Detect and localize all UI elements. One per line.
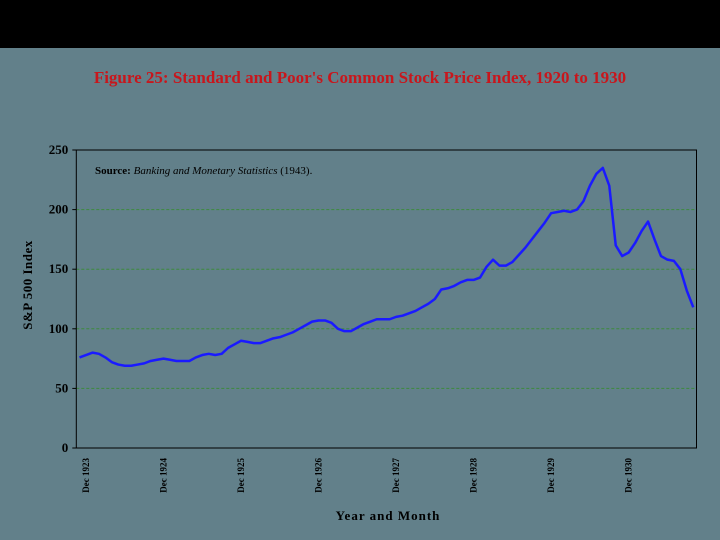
chart-title: Figure 25: Standard and Poor's Common St… [93,68,627,87]
x-tick-label: Dec 1925 [236,458,246,493]
x-tick-label: Dec 1923 [81,458,91,493]
price-line [79,166,695,367]
y-tick-label: 0 [62,440,69,455]
x-tick-label: Dec 1930 [624,458,634,493]
x-tick-label: Dec 1929 [546,458,556,493]
annotation-source: Banking and Monetary Statistics [134,165,278,177]
x-tick-label: Dec 1927 [391,458,401,493]
x-tick-label: Dec 1928 [469,458,479,493]
y-tick-label: 250 [49,142,69,157]
x-tick-label: Dec 1926 [314,458,324,493]
x-tick-label: Dec 1924 [159,458,169,493]
top-bar [0,0,720,48]
y-tick-label: 50 [55,380,68,395]
y-tick-label: 100 [49,321,69,336]
annotation: Source: Banking and Monetary Statistics … [95,165,313,177]
y-tick-label: 150 [49,261,69,276]
x-axis-label: Year and Month [336,508,441,523]
plot-frame [75,149,698,449]
annotation-year: (1943). [280,165,312,177]
y-tick-label: 200 [49,202,69,217]
annotation-label: Source: [95,165,131,177]
y-axis-label: S&P 500 Index [20,240,35,330]
